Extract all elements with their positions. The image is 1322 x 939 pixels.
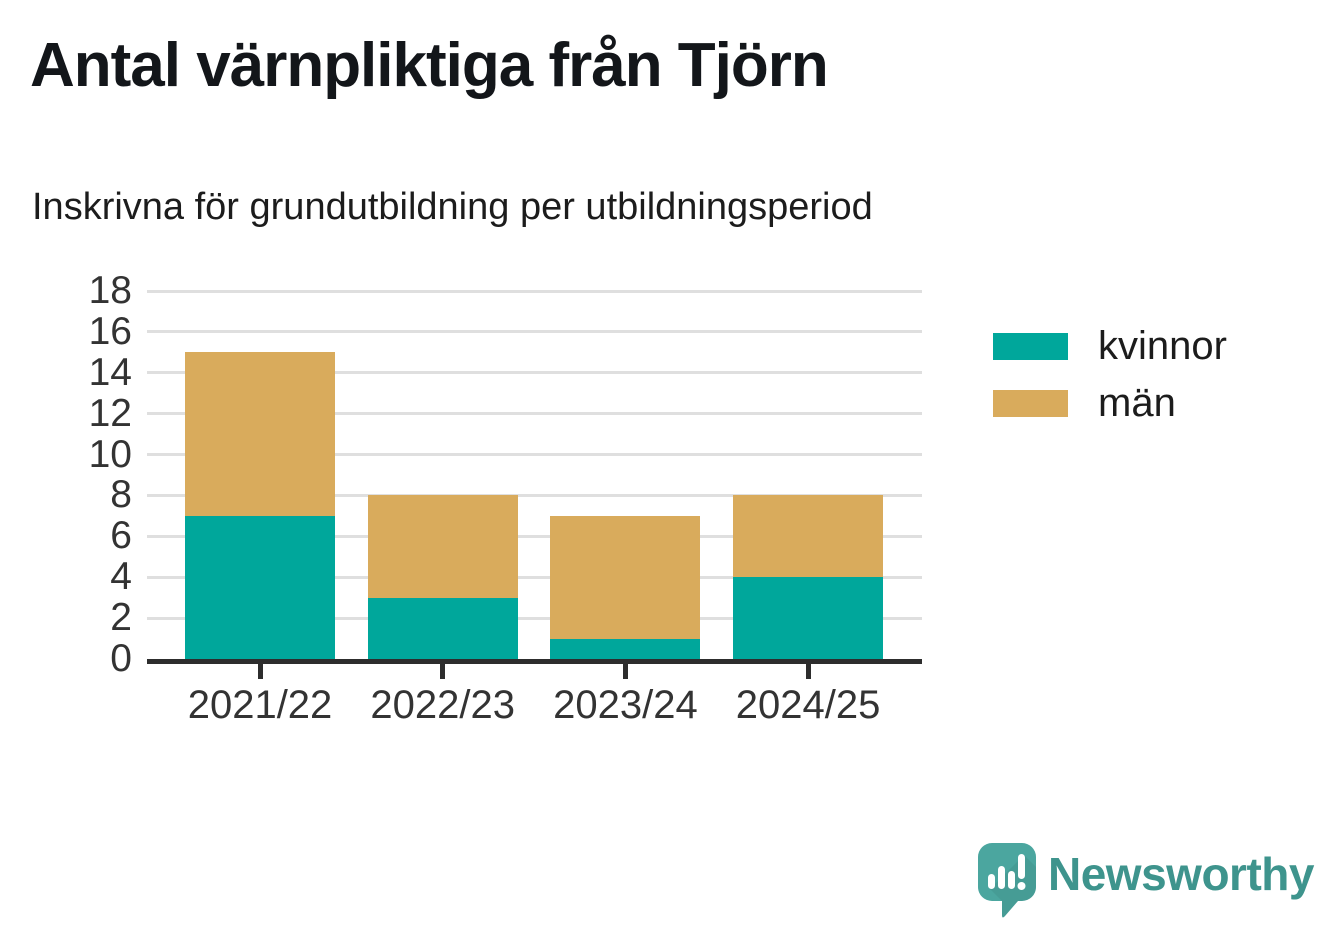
x-axis-tick: [622, 664, 628, 679]
chart-subtitle: Inskrivna för grundutbildning per utbild…: [32, 186, 873, 228]
y-axis-tick-label: 14: [88, 350, 132, 394]
legend-swatch: [993, 332, 1068, 360]
y-axis-tick-label: 10: [88, 432, 132, 476]
gridline: [147, 289, 922, 293]
x-axis-tick: [805, 664, 811, 679]
legend-swatch: [993, 389, 1068, 417]
gridline: [147, 616, 922, 620]
logo-text: Newsworthy: [1048, 848, 1314, 900]
bar-segment-kvinnor: [185, 515, 335, 659]
bar-segment-män: [185, 352, 335, 516]
x-axis-tick: [257, 664, 263, 679]
x-axis-tick-label: 2024/25: [735, 683, 881, 727]
legend-label: kvinnor: [1098, 324, 1227, 368]
y-axis-tick-label: 4: [110, 555, 132, 599]
x-axis-line: [147, 659, 922, 664]
bar-segment-kvinnor: [550, 638, 701, 659]
legend-label: män: [1098, 381, 1176, 425]
x-axis-tick-label: 2021/22: [187, 683, 333, 727]
bar-segment-kvinnor: [733, 577, 884, 659]
gridline: [147, 330, 922, 334]
x-axis-tick: [440, 664, 446, 679]
y-axis-tick-label: 18: [88, 269, 132, 313]
y-axis-tick-label: 12: [88, 391, 132, 435]
gridline: [147, 412, 922, 416]
y-axis-tick-label: 0: [110, 637, 132, 680]
y-axis-tick-label: 16: [88, 309, 132, 353]
y-axis-tick-label: 6: [110, 514, 132, 558]
bar-segment-män: [367, 495, 518, 598]
chart-title: Antal värnpliktiga från Tjörn: [30, 31, 829, 100]
y-axis-tick-label: 2: [110, 596, 132, 640]
logo: Newsworthy: [978, 843, 1314, 919]
gridline: [147, 575, 922, 579]
legend-item-män: män: [993, 383, 1227, 423]
gridline: [147, 371, 922, 375]
y-axis-tick-label: 8: [110, 473, 132, 517]
bar-segment-män: [550, 515, 701, 639]
bar-segment-män: [733, 495, 884, 578]
gridline: [147, 534, 922, 538]
legend: kvinnor män: [993, 326, 1227, 440]
newsworthy-bubble-icon: [978, 843, 1036, 918]
bar-segment-kvinnor: [367, 597, 518, 659]
legend-item-kvinnor: kvinnor: [993, 326, 1227, 366]
x-axis-tick-label: 2022/23: [370, 683, 515, 727]
x-axis-tick-label: 2023/24: [553, 683, 698, 727]
gridline: [147, 493, 922, 497]
gridline: [147, 453, 922, 457]
